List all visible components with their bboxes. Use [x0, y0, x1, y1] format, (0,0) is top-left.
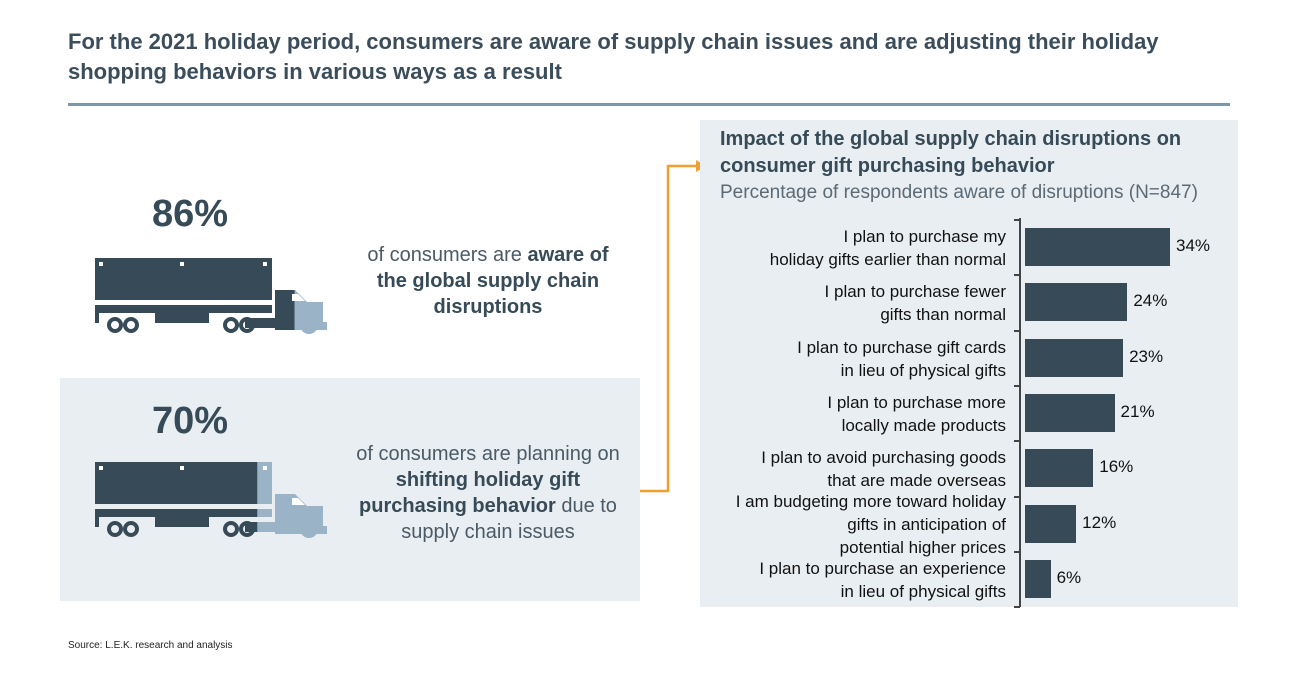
data-label: 24%	[1133, 291, 1168, 311]
category-label: I plan to purchase my holiday gifts earl…	[769, 227, 1006, 269]
stat1-value: 86%	[151, 193, 229, 235]
bar	[1025, 449, 1094, 488]
truck-icon	[95, 462, 327, 538]
data-label: 12%	[1082, 512, 1117, 532]
data-label: 23%	[1129, 346, 1164, 366]
page-title: For the 2021 holiday period, consumers a…	[68, 29, 1159, 84]
stat2-text: of consumers are planning on	[356, 443, 620, 465]
data-label: 21%	[1120, 401, 1155, 421]
data-label: 16%	[1099, 457, 1134, 477]
chart-panel	[700, 120, 1238, 607]
bar	[1025, 393, 1115, 432]
axis-tick	[1014, 274, 1020, 277]
bar	[1025, 559, 1051, 598]
truck-icon	[95, 258, 327, 334]
category-label: I plan to avoid purchasing goods that ar…	[761, 448, 1006, 491]
arrow-line	[640, 164, 698, 493]
source-note: Source: L.E.K. research and analysis	[68, 640, 233, 651]
category-label: I plan to purchase more locally made pro…	[827, 392, 1006, 435]
bar	[1025, 338, 1124, 377]
data-label: 34%	[1176, 236, 1211, 255]
chart-subtitle: Percentage of respondents aware of disru…	[720, 182, 1198, 203]
bar	[1025, 504, 1077, 543]
chart-title: Impact of the global supply chain disrup…	[720, 128, 1182, 177]
axis-tick	[1014, 329, 1020, 332]
axis-tick	[1014, 384, 1020, 387]
chart-axis	[1019, 218, 1021, 607]
category-label: I plan to purchase an experience in lieu…	[759, 558, 1006, 601]
axis-tick	[1014, 550, 1020, 553]
stat1-description: of consumers are aware of the global sup…	[350, 242, 626, 320]
stat2-description: of consumers are planning on shifting ho…	[345, 441, 631, 545]
title-divider	[68, 103, 1230, 106]
stat2-value: 70%	[151, 400, 229, 442]
stat2-text-post: due to supply chain issues	[401, 495, 617, 543]
category-label: I plan to purchase fewer gifts than norm…	[824, 282, 1006, 325]
bar	[1025, 283, 1128, 322]
axis-tick	[1014, 495, 1020, 498]
category-label: I plan to purchase gift cards in lieu of…	[797, 337, 1006, 380]
axis-tick	[1014, 440, 1020, 443]
category-label: I am budgeting more toward holiday gifts…	[735, 492, 1006, 557]
stat2-text-bold: shifting holiday gift purchasing behavio…	[359, 469, 581, 517]
bar	[1025, 228, 1170, 266]
stat1-text-bold: aware of the global supply chain disrupt…	[376, 244, 609, 318]
truck-filled-portion	[95, 462, 258, 537]
truck-unfilled-portion	[257, 462, 327, 538]
stat1-text: of consumers are	[367, 244, 528, 266]
axis-tick	[1014, 606, 1020, 609]
axis-tick	[1014, 219, 1020, 221]
data-label: 6%	[1056, 567, 1082, 587]
